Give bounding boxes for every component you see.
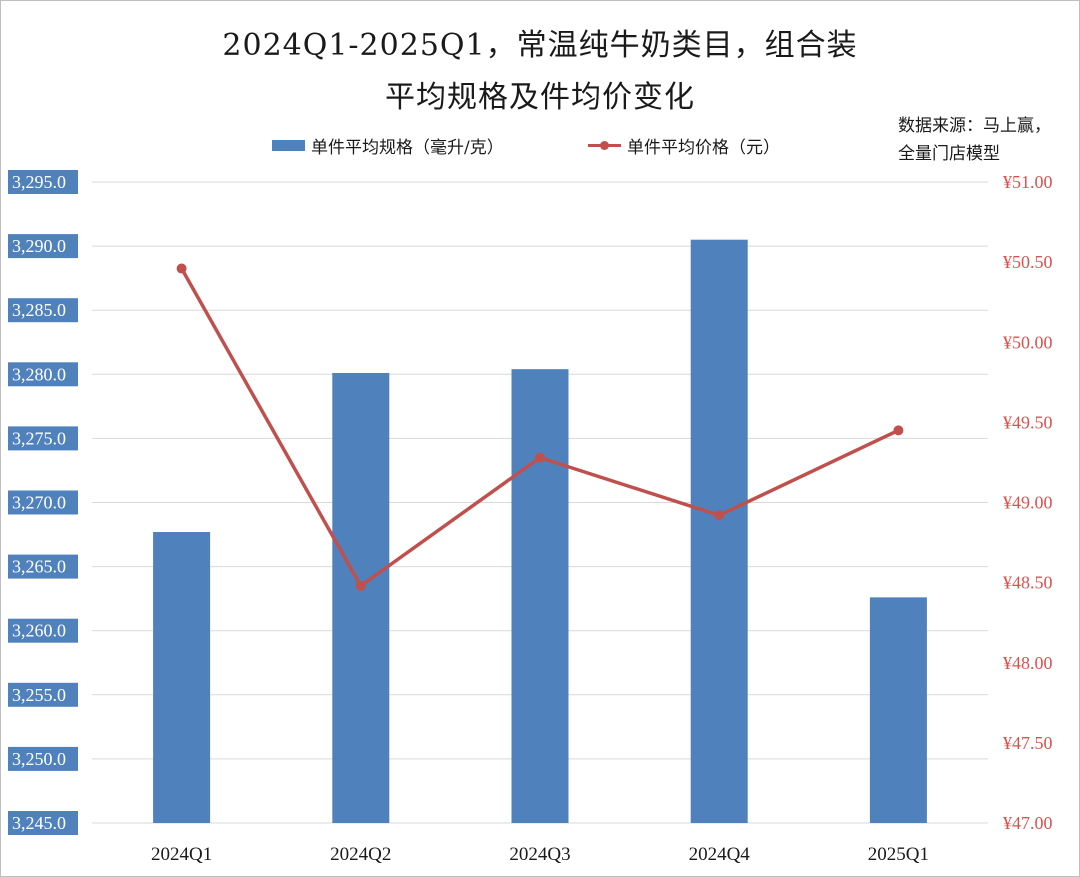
y-right-tick-label: ¥48.00 <box>1003 653 1053 673</box>
bar <box>153 531 211 823</box>
y-right-tick-label: ¥51.00 <box>1003 172 1053 192</box>
legend-item-bar: 单件平均规格（毫升/克） <box>272 133 504 158</box>
bar <box>869 597 927 823</box>
source-line-2: 全量门店模型 <box>898 144 1000 164</box>
price-point <box>714 510 725 521</box>
y-left-tick-label: 3,285.0 <box>12 300 66 320</box>
source-line-1: 数据来源：马上赢， <box>898 116 1051 136</box>
y-left-tick-bg <box>8 234 78 259</box>
y-left-tick-label: 3,250.0 <box>12 749 66 769</box>
legend-item-line: 单件平均价格（元） <box>588 133 780 158</box>
y-left-tick-bg <box>8 746 78 771</box>
y-left-tick-bg <box>8 426 78 451</box>
y-right-tick-label: ¥48.50 <box>1003 573 1053 593</box>
y-left-tick-label: 3,280.0 <box>12 364 66 384</box>
y-left-tick-label: 3,270.0 <box>12 493 66 513</box>
legend-line-label: 单件平均价格（元） <box>627 138 780 158</box>
price-point <box>176 263 187 274</box>
y-left-tick-bg <box>8 618 78 643</box>
y-left-tick-bg <box>8 362 78 387</box>
y-left-tick-label: 3,255.0 <box>12 685 66 705</box>
y-left-tick-bg <box>8 554 78 579</box>
y-left-tick-label: 3,265.0 <box>12 557 66 577</box>
chart-subtitle: 平均规格及件均价变化 <box>385 80 695 115</box>
y-left-tick-label: 3,295.0 <box>12 172 66 192</box>
y-left-tick-label: 3,245.0 <box>12 813 66 833</box>
price-point <box>893 425 904 436</box>
bar <box>332 373 390 823</box>
source-note: 数据来源：马上赢， 全量门店模型 <box>898 112 1051 168</box>
x-tick-label: 2024Q1 <box>151 844 212 865</box>
y-right-tick-label: ¥50.00 <box>1003 332 1053 352</box>
y-left-tick-label: 3,260.0 <box>12 621 66 641</box>
x-tick-label: 2024Q2 <box>330 844 391 865</box>
y-left-tick-label: 3,275.0 <box>12 428 66 448</box>
y-left-tick-bg <box>8 490 78 515</box>
x-tick-label: 2024Q3 <box>509 844 570 865</box>
legend-line-swatch <box>588 141 621 150</box>
y-left-tick-bg <box>8 811 78 835</box>
y-right-tick-label: ¥49.50 <box>1003 412 1053 432</box>
bar <box>511 369 569 823</box>
legend-bar-swatch <box>272 140 305 151</box>
legend-bar-label: 单件平均规格（毫升/克） <box>311 138 504 158</box>
x-tick-label: 2024Q4 <box>689 844 751 865</box>
chart-title: 2024Q1-2025Q1，常温纯牛奶类目，组合装 <box>222 28 858 63</box>
bar <box>690 239 748 823</box>
y-right-tick-label: ¥47.00 <box>1003 813 1053 833</box>
y-left-tick-bg <box>8 298 78 323</box>
x-tick-label: 2025Q1 <box>868 844 929 865</box>
y-left-tick-label: 3,290.0 <box>12 236 66 256</box>
y-left-tick-bg <box>8 170 78 194</box>
y-right-tick-label: ¥49.00 <box>1003 493 1053 513</box>
y-left-tick-bg <box>8 682 78 707</box>
price-point <box>355 580 366 591</box>
y-right-tick-label: ¥47.50 <box>1003 733 1053 753</box>
price-point <box>535 452 545 463</box>
y-right-tick-label: ¥50.50 <box>1003 252 1053 272</box>
